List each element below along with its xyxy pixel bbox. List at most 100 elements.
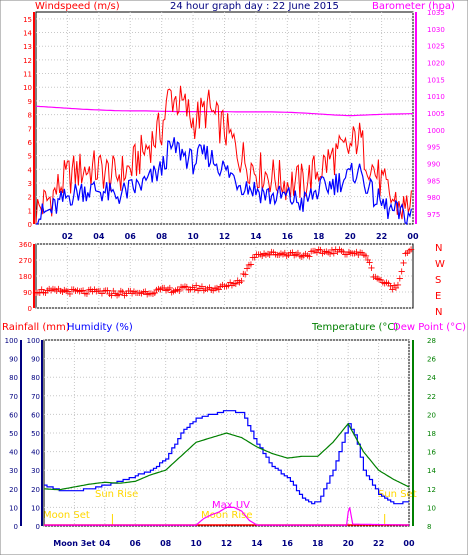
barometer-tick-label: 1030	[427, 26, 445, 34]
direction-point: +	[109, 286, 117, 297]
direction-point: +	[362, 251, 370, 262]
direction-point: +	[190, 284, 198, 295]
direction-point: +	[100, 286, 108, 297]
temperature-label: Temperature (°C)	[311, 322, 398, 333]
wind-x-tick-label: 10	[188, 232, 200, 241]
direction-point: +	[64, 286, 72, 297]
humidity-tick-label: 40	[31, 449, 40, 457]
rainfall-tick-label: 40	[9, 449, 18, 457]
direction-point: +	[90, 285, 98, 296]
barometer-tick-label: 1005	[427, 110, 445, 118]
direction-point: +	[49, 284, 57, 295]
direction-point: +	[73, 286, 81, 297]
direction-point: +	[330, 248, 338, 259]
humidity-tick-label: 0	[36, 523, 40, 531]
wind-x-tick-label: 14	[250, 232, 262, 241]
humidity-tick-label: 90	[31, 356, 40, 364]
direction-point: +	[38, 284, 46, 295]
direction-point: +	[192, 281, 200, 292]
barometer-tick-label: 980	[427, 194, 440, 202]
direction-point: +	[196, 283, 204, 294]
direction-point: +	[228, 281, 236, 292]
direction-point: +	[217, 282, 225, 293]
direction-tick-label: 180	[19, 273, 32, 281]
direction-point: +	[43, 285, 51, 296]
direction-tick-label: 360	[19, 241, 32, 249]
sun-rise-annotation: Sun Rise	[95, 489, 138, 500]
direction-point: +	[152, 285, 160, 296]
direction-point: +	[128, 289, 136, 300]
wind-gust-series-line	[35, 85, 412, 224]
windspeed-tick-label: 7	[28, 125, 32, 133]
wind-x-tick-label: 04	[93, 232, 105, 241]
wind-x-tick-label: 06	[125, 232, 137, 241]
direction-point: +	[399, 258, 407, 269]
temperature-tick-label: 18	[427, 430, 436, 438]
direction-point: +	[349, 249, 357, 260]
direction-point: +	[98, 289, 106, 300]
direction-point: +	[367, 263, 375, 274]
humidity-tick-label: 50	[31, 430, 40, 438]
direction-point: +	[382, 277, 390, 288]
direction-point: +	[60, 285, 68, 296]
graph-title: 24 hour graph day : 22 June 2015	[170, 1, 339, 12]
direction-point: +	[300, 250, 308, 261]
direction-point: +	[381, 279, 389, 290]
direction-point: +	[166, 283, 174, 294]
direction-point: +	[307, 247, 315, 258]
direction-point: +	[264, 249, 272, 260]
direction-point: +	[198, 282, 206, 293]
windspeed-tick-label: 9	[28, 98, 32, 106]
direction-point: +	[203, 284, 211, 295]
direction-point: +	[171, 286, 179, 297]
direction-point: +	[364, 255, 372, 266]
direction-point: +	[102, 286, 110, 297]
direction-point: +	[117, 286, 125, 297]
compass-label: N	[435, 307, 442, 318]
temperature-tick-label: 12	[427, 486, 436, 494]
rainfall-tick-label: 10	[9, 504, 18, 512]
direction-point: +	[105, 289, 113, 300]
direction-point: +	[407, 244, 415, 255]
windspeed-tick-label: 11	[23, 71, 32, 79]
direction-point: +	[158, 283, 166, 294]
direction-point: +	[401, 248, 409, 259]
rainfall-tick-label: 90	[9, 356, 18, 364]
direction-point: +	[403, 248, 411, 259]
rainfall-tick-label: 0	[14, 523, 18, 531]
direction-point: +	[384, 278, 392, 289]
climate-x-tick-label: 20	[343, 539, 355, 548]
direction-point: +	[335, 244, 343, 255]
sun-set-annotation: Sun Set	[378, 489, 417, 500]
direction-point: +	[243, 264, 251, 275]
direction-point: +	[151, 288, 159, 299]
temperature-tick-label: 14	[427, 467, 436, 475]
compass-label: S	[435, 275, 441, 286]
direction-point: +	[328, 245, 336, 256]
direction-point: +	[405, 246, 413, 257]
direction-point: +	[122, 288, 130, 299]
direction-point: +	[303, 250, 311, 261]
temperature-tick-label: 28	[427, 337, 436, 345]
direction-point: +	[83, 289, 91, 300]
direction-point: +	[71, 286, 79, 297]
direction-point: +	[45, 284, 53, 295]
direction-point: +	[394, 280, 402, 291]
barometer-tick-label: 1035	[427, 9, 445, 17]
direction-point: +	[173, 285, 181, 296]
climate-x-tick-label: 08	[160, 539, 172, 548]
climate-x-tick-label: 04	[99, 539, 111, 548]
direction-point: +	[32, 288, 40, 299]
direction-point: +	[134, 288, 142, 299]
direction-point: +	[358, 248, 366, 259]
direction-point: +	[269, 248, 277, 259]
direction-point: +	[398, 267, 406, 278]
direction-point: +	[94, 286, 102, 297]
barometer-tick-label: 995	[427, 144, 440, 152]
wind-average-series-line	[36, 137, 412, 226]
humidity-tick-label: 60	[31, 411, 40, 419]
direction-point: +	[34, 288, 42, 299]
direction-point: +	[377, 275, 385, 286]
direction-point: +	[139, 287, 147, 298]
temperature-tick-label: 26	[427, 356, 436, 364]
